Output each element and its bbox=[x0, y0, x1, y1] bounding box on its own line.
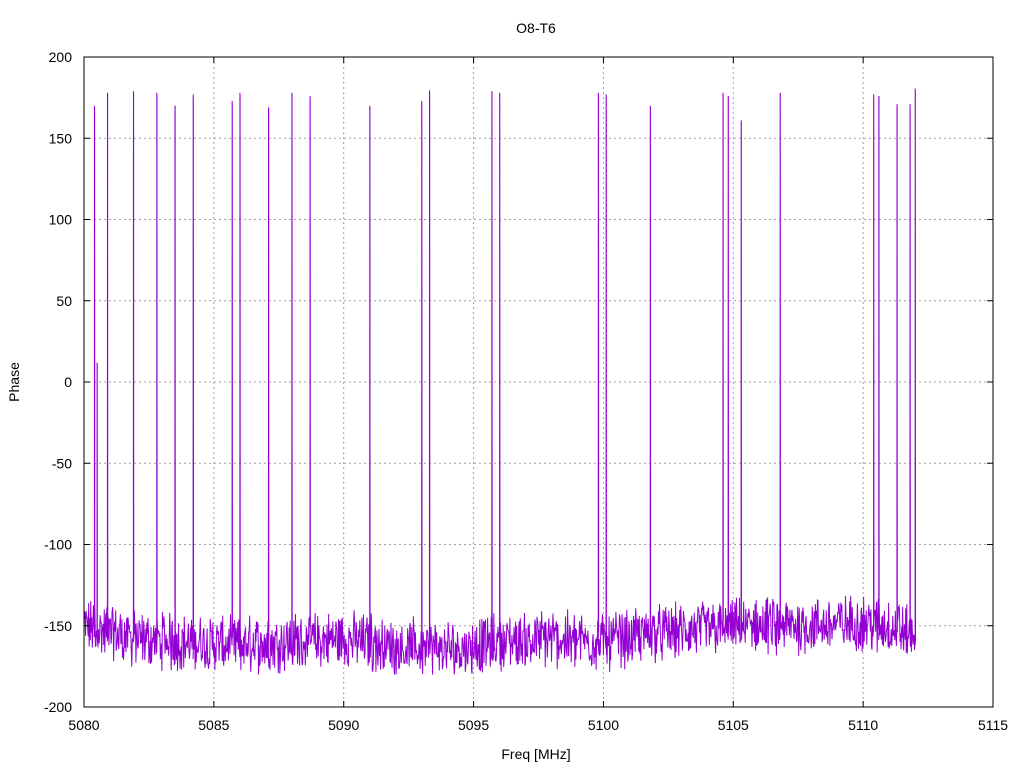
chart-title: O8-T6 bbox=[516, 20, 556, 36]
y-tick-label: 50 bbox=[56, 293, 72, 309]
y-tick-label: 0 bbox=[64, 374, 72, 390]
y-tick-label: 200 bbox=[49, 49, 73, 65]
x-tick-label: 5100 bbox=[588, 717, 619, 733]
y-tick-label: -50 bbox=[52, 455, 72, 471]
x-tick-label: 5090 bbox=[328, 717, 359, 733]
x-tick-label: 5095 bbox=[458, 717, 489, 733]
axes: 5080 5085 5090 5095 5100 5105 5110 5115 -200 -150… bbox=[44, 49, 1008, 733]
x-tick-label: 5115 bbox=[978, 717, 1008, 733]
x-axis-label: Freq [MHz] bbox=[501, 746, 570, 762]
y-tick-label: -150 bbox=[44, 618, 72, 634]
y-tick-label: -100 bbox=[44, 537, 72, 553]
y-tick-label: -200 bbox=[44, 699, 72, 715]
x-tick-label: 5085 bbox=[198, 717, 229, 733]
y-tick-label: 100 bbox=[49, 212, 73, 228]
series-phase bbox=[83, 87, 917, 675]
x-tick-label: 5110 bbox=[848, 717, 878, 733]
x-tick-label: 5080 bbox=[68, 717, 99, 733]
grid-lines bbox=[84, 57, 993, 707]
phase-line bbox=[83, 87, 917, 675]
y-axis-label: Phase bbox=[6, 362, 22, 402]
y-tick-label: 150 bbox=[49, 130, 73, 146]
x-tick-label: 5105 bbox=[718, 717, 749, 733]
